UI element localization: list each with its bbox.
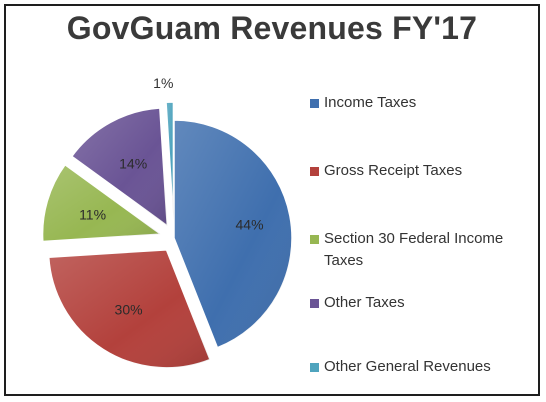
- legend-swatch: [310, 299, 319, 308]
- legend-item-section-30: Section 30 Federal Income Taxes: [310, 228, 520, 272]
- legend-item-other-taxes: Other Taxes: [310, 292, 520, 314]
- legend-swatch: [310, 363, 319, 372]
- pie-slice-shading: [42, 164, 161, 242]
- chart-title: GovGuam Revenues FY'17: [66, 10, 478, 46]
- legend-label: Gross Receipt Taxes: [324, 162, 463, 179]
- legend-label: Other Taxes: [324, 294, 405, 311]
- slice-label-other-taxes: 14%: [119, 156, 147, 172]
- slice-label-section-30: 11%: [79, 206, 106, 222]
- chart-frame: GovGuam Revenues FY'17 44% 30% 11% 14% 1% In…: [4, 4, 540, 396]
- legend-item-other-general-revenues: Other General Revenues: [310, 356, 520, 378]
- legend-swatch: [310, 235, 319, 244]
- pie-slice-shading: [71, 107, 168, 226]
- legend-label: Section 30 Federal Income Taxes: [324, 230, 504, 269]
- slice-label-gross-receipt-taxes: 30%: [115, 302, 143, 318]
- legend-item-gross-receipt-taxes: Gross Receipt Taxes: [310, 160, 520, 182]
- legend-label: Income Taxes: [324, 94, 417, 111]
- slice-label-other-general-revenues: 1%: [153, 75, 173, 91]
- pie-chart: 44% 30% 11% 14% 1%: [41, 75, 293, 369]
- pie-slice-shading: [174, 120, 292, 348]
- legend-swatch: [310, 167, 319, 176]
- legend-label: Other General Revenues: [324, 358, 491, 375]
- pie-slice-shading: [48, 249, 210, 368]
- pie-slice-shading: [166, 102, 174, 221]
- legend-item-income-taxes: Income Taxes: [310, 92, 520, 114]
- slice-label-income-taxes: 44%: [236, 217, 264, 233]
- legend-swatch: [310, 99, 319, 108]
